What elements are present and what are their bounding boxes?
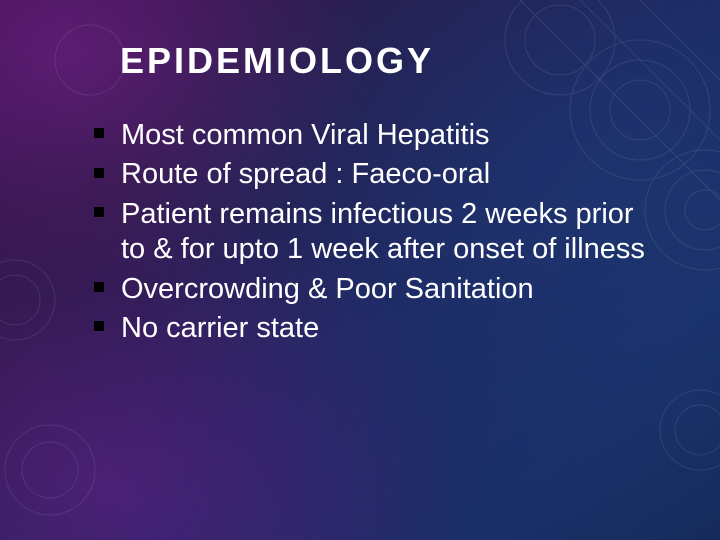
bullet-item: Most common Viral Hepatitis [94,118,654,153]
bullet-marker-icon [94,321,104,331]
bullet-item: Patient remains infectious 2 weeks prior… [94,197,654,268]
bullet-text: Overcrowding & Poor Sanitation [121,273,534,305]
slide: EPIDEMIOLOGY Most common Viral Hepatitis… [0,0,720,540]
bullet-marker-icon [94,207,104,217]
bullet-marker-icon [94,168,104,178]
slide-title: EPIDEMIOLOGY [120,40,434,82]
bullet-text: No carrier state [121,312,319,344]
bullet-item: Overcrowding & Poor Sanitation [94,272,654,307]
bullet-text: Most common Viral Hepatitis [121,119,490,151]
bullet-item: No carrier state [94,311,654,346]
bullet-item: Route of spread : Faeco-oral [94,157,654,192]
bullet-list: Most common Viral Hepatitis Route of spr… [94,118,654,350]
bullet-text: Patient remains infectious 2 weeks prior… [121,198,645,265]
bullet-marker-icon [94,128,104,138]
bullet-marker-icon [94,282,104,292]
bullet-text: Route of spread : Faeco-oral [121,158,490,190]
